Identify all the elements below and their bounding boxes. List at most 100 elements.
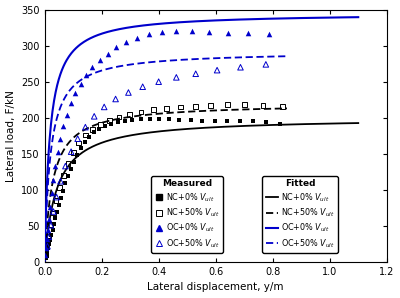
Point	[102, 123, 108, 128]
Point	[101, 105, 107, 109]
Point	[187, 117, 194, 122]
Point	[68, 167, 74, 171]
Point	[48, 223, 54, 228]
Point	[244, 31, 251, 36]
Point	[49, 227, 56, 232]
Point	[46, 235, 52, 239]
Point	[64, 112, 70, 117]
Point	[166, 117, 172, 122]
Point	[224, 118, 230, 123]
Point	[57, 179, 64, 184]
Point	[237, 65, 244, 70]
Point	[260, 103, 266, 108]
Point	[44, 249, 51, 254]
Point	[65, 174, 71, 179]
Point	[65, 161, 71, 166]
Point	[97, 122, 104, 127]
Point	[60, 188, 66, 193]
Point	[214, 68, 220, 72]
Point	[176, 117, 183, 122]
Point	[116, 115, 122, 119]
Point	[224, 103, 230, 107]
Legend: NC+0% $V_{ult}$, NC+50% $V_{ult}$, OC+0% $V_{ult}$, OC+50% $V_{ult}$: NC+0% $V_{ult}$, NC+50% $V_{ult}$, OC+0%…	[262, 176, 338, 253]
Point	[177, 105, 184, 109]
Point	[43, 253, 50, 258]
Point	[62, 164, 69, 168]
Point	[146, 32, 152, 36]
Point	[50, 209, 57, 214]
Point	[140, 84, 146, 89]
Point	[86, 135, 92, 140]
Point	[45, 227, 51, 232]
Point	[52, 216, 59, 221]
Y-axis label: Lateral load, F/kN: Lateral load, F/kN	[6, 90, 16, 182]
Point	[104, 51, 111, 56]
Point	[134, 35, 140, 40]
Point	[114, 120, 121, 125]
Point	[54, 209, 60, 214]
Point	[53, 195, 60, 199]
Point	[237, 118, 243, 123]
Point	[89, 127, 96, 132]
Point	[71, 159, 77, 164]
Point	[173, 75, 180, 80]
Point	[224, 30, 231, 35]
Point	[60, 124, 67, 129]
Point	[50, 177, 57, 182]
Point	[72, 91, 78, 96]
Point	[68, 101, 74, 106]
Point	[42, 252, 49, 257]
Point	[43, 245, 50, 250]
Point	[44, 244, 51, 249]
Point	[250, 118, 256, 123]
Point	[91, 114, 98, 119]
Point	[54, 150, 61, 155]
Point	[42, 256, 49, 261]
Point	[96, 58, 103, 63]
Point	[122, 118, 128, 123]
Point	[57, 137, 64, 142]
Point	[74, 152, 80, 157]
Point	[192, 104, 198, 108]
Point	[123, 40, 129, 44]
Point	[46, 235, 52, 239]
Point	[113, 45, 120, 49]
Point	[91, 130, 98, 135]
Point	[48, 191, 55, 196]
Point	[47, 205, 54, 209]
Point	[46, 242, 52, 246]
Point	[129, 117, 136, 122]
Point	[277, 122, 283, 127]
X-axis label: Lateral displacement, y/m: Lateral displacement, y/m	[148, 283, 284, 292]
Point	[150, 108, 156, 112]
Point	[83, 73, 90, 77]
Point	[52, 164, 59, 168]
Point	[62, 181, 69, 186]
Point	[108, 121, 114, 126]
Point	[82, 133, 88, 137]
Point	[68, 149, 74, 154]
Point	[189, 29, 195, 34]
Point	[199, 118, 206, 123]
Point	[44, 237, 50, 241]
Point	[263, 62, 269, 67]
Point	[56, 203, 62, 207]
Point	[82, 140, 88, 145]
Point	[53, 198, 59, 203]
Point	[106, 118, 112, 123]
Point	[206, 30, 212, 34]
Point	[146, 117, 153, 122]
Point	[51, 221, 57, 226]
Point	[45, 246, 52, 251]
Point	[47, 237, 54, 242]
Point	[211, 118, 218, 123]
Point	[192, 72, 199, 76]
Point	[126, 112, 133, 117]
Point	[82, 125, 88, 130]
Point	[208, 103, 214, 108]
Point	[156, 79, 162, 84]
Point	[60, 173, 67, 178]
Point	[96, 126, 102, 131]
Point	[48, 222, 54, 227]
Point	[138, 117, 144, 122]
